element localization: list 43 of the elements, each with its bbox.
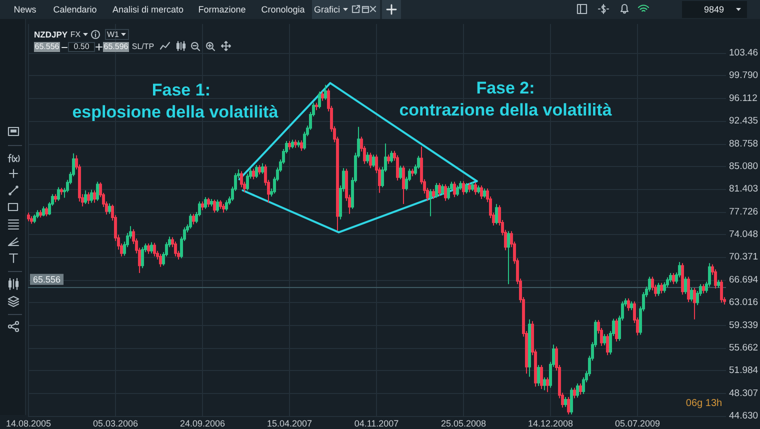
text: Analisi di mercato xyxy=(112,4,184,14)
x-tick-label: 14.12.2008 xyxy=(528,418,574,428)
y-tick-label: 51.984 xyxy=(729,365,758,376)
text: NZDJPY xyxy=(34,30,68,40)
x-tick-label: 05.03.2006 xyxy=(92,418,138,428)
y-tick-label: 44.630 xyxy=(729,410,758,422)
x-tick-label: 14.08.2005 xyxy=(6,418,52,428)
annotation: 0.50 xyxy=(74,42,90,51)
y-tick-label: 48.307 xyxy=(729,388,758,399)
text: Formazione xyxy=(198,4,246,14)
ref-line-label: 65.556 xyxy=(33,274,61,284)
y-tick-label: 92.435 xyxy=(729,116,758,127)
text: Cronologia xyxy=(261,4,305,14)
text: 9849 xyxy=(704,4,724,14)
y-tick-label: 63.016 xyxy=(729,297,758,308)
text: Calendario xyxy=(53,4,97,14)
y-tick-label: 85.080 xyxy=(729,160,758,172)
y-tick-label: 103.46 xyxy=(729,48,758,59)
x-tick-label: 05.07.2009 xyxy=(614,418,660,428)
y-tick-label: 99.790 xyxy=(729,70,758,82)
text: Grafici xyxy=(314,4,340,14)
y-tick-label: 74.048 xyxy=(729,229,758,240)
x-tick-label: 25.05.2008 xyxy=(440,418,486,428)
text: News xyxy=(14,4,36,14)
annotation: FX xyxy=(70,30,81,38)
x-tick-label: 15.04.2007 xyxy=(266,418,312,428)
y-tick-label: 81.403 xyxy=(729,184,758,195)
y-tick-label: 55.662 xyxy=(729,342,758,354)
y-tick-label: 59.339 xyxy=(729,320,758,331)
annotation: esplosione della volatilità xyxy=(72,102,278,122)
x-tick-label: 24.09.2006 xyxy=(180,418,226,428)
annotation: SL/TP xyxy=(132,42,154,51)
y-tick-label: 77.726 xyxy=(729,206,758,218)
y-tick-label: 88.758 xyxy=(729,138,758,150)
annotation: Fase 2: xyxy=(476,78,535,98)
annotation: contrazione della volatilità xyxy=(399,100,612,120)
annotation: Fase 1: xyxy=(152,80,210,100)
x-tick-label: 04.11.2007 xyxy=(354,418,399,428)
annotation: W1 xyxy=(107,30,119,38)
y-tick-label: 70.371 xyxy=(729,252,758,263)
annotation: 06g 13h xyxy=(686,398,722,409)
y-tick-label: 66.694 xyxy=(729,274,758,286)
y-tick-label: 96.112 xyxy=(729,92,758,104)
